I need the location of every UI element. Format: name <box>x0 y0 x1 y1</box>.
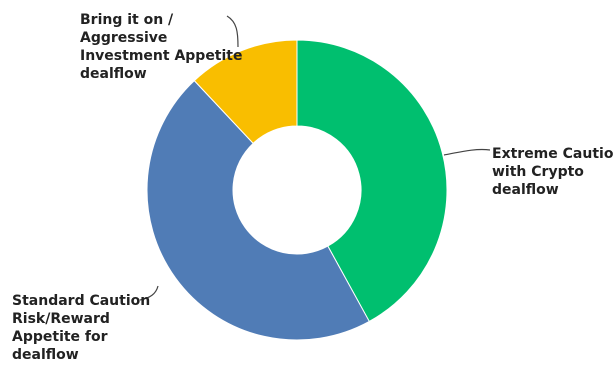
slice-label: Extreme Caution with Crypto dealflow <box>492 146 613 198</box>
slice-label-line: with Crypto <box>492 164 584 180</box>
slice-label-line: dealflow <box>492 182 559 198</box>
slice-label-line: Standard Caution <box>12 293 150 309</box>
slice-label-line: Risk/Reward <box>12 311 110 327</box>
donut-hole <box>233 126 361 254</box>
slice-label: Bring it on / Aggressive Investment Appeti… <box>80 12 243 82</box>
slice-label: Standard Caution Risk/Reward Appetite for d… <box>12 293 150 363</box>
slice-label-line: dealflow <box>12 347 79 363</box>
slice-label-line: dealflow <box>80 66 147 82</box>
slice-label-line: Extreme Caution <box>492 146 613 162</box>
leader-lines <box>139 15 491 301</box>
leader-line <box>226 15 239 48</box>
slice-label-line: Investment Appetite <box>80 48 243 64</box>
leader-line <box>443 148 491 156</box>
leader-line <box>139 285 159 301</box>
slice-label-line: Appetite for <box>12 329 108 345</box>
slice-labels: Extreme Caution with Crypto dealflowStanda… <box>12 12 613 363</box>
donut-slices <box>146 39 448 341</box>
slice-label-line: Bring it on / <box>80 12 174 28</box>
slice-label-line: Aggressive <box>80 30 167 46</box>
